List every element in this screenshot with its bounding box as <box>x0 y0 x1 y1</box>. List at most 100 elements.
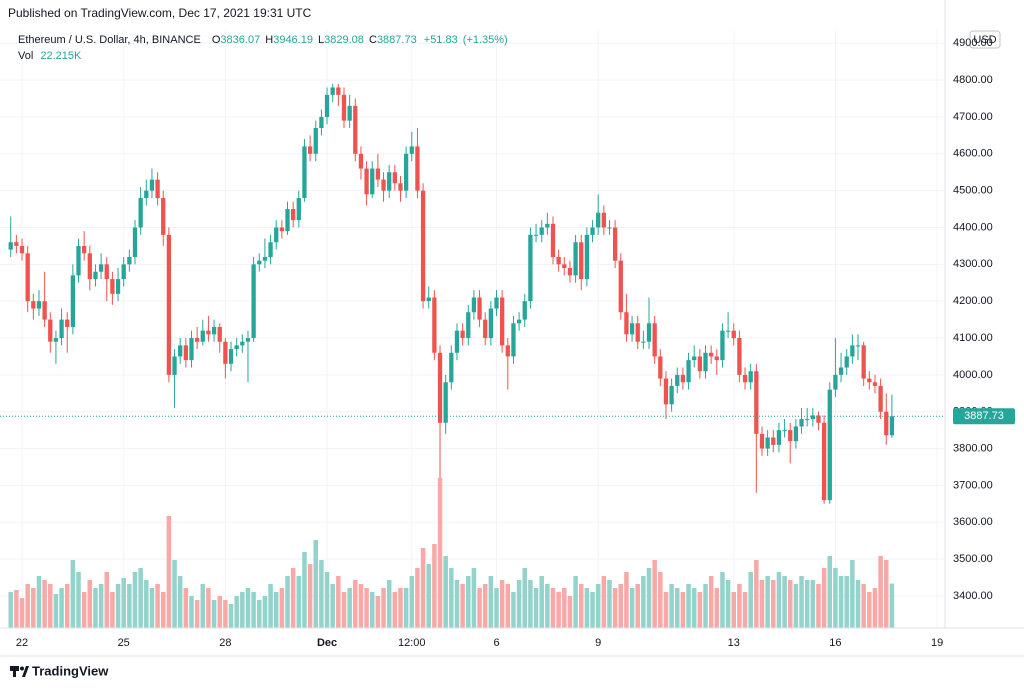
volume-bar <box>70 560 76 628</box>
candle-body <box>274 227 279 243</box>
y-tick-label: 4800.00 <box>953 74 993 86</box>
volume-bar <box>663 592 669 628</box>
volume-bar <box>415 568 420 628</box>
volume-bar <box>855 580 861 628</box>
published-note: Published on TradingView.com, Dec 17, 20… <box>8 6 312 20</box>
volume-bar <box>364 588 369 628</box>
volume-bar <box>353 580 358 628</box>
volume-bar <box>81 592 87 628</box>
candle-body <box>398 183 403 191</box>
volume-bar <box>516 580 522 628</box>
candle-body <box>59 319 64 339</box>
volume-bar <box>290 568 296 628</box>
candle-body <box>155 179 160 199</box>
volume-bar <box>748 572 753 628</box>
candle-body <box>641 341 646 343</box>
volume-bar <box>499 580 505 628</box>
volume-bar <box>652 560 657 628</box>
volume-bar <box>437 478 443 628</box>
candle-body <box>403 153 409 191</box>
candle-body <box>437 352 443 423</box>
candle-body <box>516 319 522 324</box>
volume-bar <box>697 592 703 628</box>
volume-bar <box>381 588 386 628</box>
x-tick-label: 19 <box>931 637 943 649</box>
volume-bar <box>217 596 222 628</box>
volume-bar <box>64 584 70 628</box>
candle-body <box>307 146 313 154</box>
volume-bar <box>144 580 149 628</box>
candle-body <box>850 345 855 357</box>
currency-box[interactable] <box>969 30 1001 49</box>
candle-body <box>709 352 714 357</box>
candle-body <box>652 323 657 357</box>
volume-bar <box>658 572 663 628</box>
candle-body <box>821 422 827 501</box>
volume-bar <box>285 576 290 628</box>
volume-bar <box>680 592 686 628</box>
volume-name: Vol <box>18 50 33 62</box>
candle-body <box>138 198 143 228</box>
candle-body <box>53 338 59 342</box>
volume-bar <box>336 576 341 628</box>
volume-bar <box>115 584 121 628</box>
candle-body <box>336 87 341 95</box>
candle-body <box>121 264 126 280</box>
candle-body <box>884 411 889 436</box>
candle-body <box>618 260 623 313</box>
change-value: +51.83 <box>424 34 458 46</box>
x-tick-label: 16 <box>829 637 841 649</box>
candle-body <box>98 264 104 272</box>
candle-body <box>291 209 296 221</box>
candle-body <box>262 256 268 261</box>
candle-body <box>635 323 640 342</box>
volume-bar <box>432 544 437 628</box>
y-tick-label: 4900.00 <box>953 37 993 49</box>
volume-bar <box>273 592 279 628</box>
volume-bar <box>471 568 477 628</box>
candle-body <box>420 190 426 302</box>
candle-body <box>65 319 70 327</box>
volume-bar <box>19 598 25 628</box>
candle-body <box>573 242 578 276</box>
candle-body <box>296 198 301 221</box>
candle-body <box>556 256 561 265</box>
volume-bar <box>533 588 539 628</box>
candle-body <box>387 172 392 191</box>
volume-bar <box>460 584 465 628</box>
candle-body <box>545 223 550 228</box>
volume-bar <box>313 540 319 628</box>
volume-bar <box>206 588 211 628</box>
y-tick-label: 3800.00 <box>953 442 993 454</box>
volume-bar <box>172 560 177 628</box>
volume-bar <box>330 584 335 628</box>
volume-bar <box>703 584 708 628</box>
candle-body <box>754 371 759 434</box>
candle-body <box>483 319 488 339</box>
volume-bar <box>550 588 556 628</box>
candle-body <box>183 345 188 361</box>
ohlc-label: L <box>318 34 324 46</box>
candle-body <box>827 389 832 501</box>
candle-body <box>330 87 335 95</box>
candle-body <box>742 374 748 383</box>
tradingview-logo[interactable]: TradingView <box>10 663 109 678</box>
candle-body <box>562 264 567 269</box>
volume-bar <box>821 568 827 628</box>
candle-body <box>144 190 149 199</box>
candle-body <box>70 275 76 327</box>
candle-body <box>505 345 510 357</box>
candle-body <box>833 374 838 390</box>
volume-bar <box>776 572 782 628</box>
volume-bar <box>720 572 725 628</box>
candle-body <box>341 94 347 121</box>
y-tick-label: 4200.00 <box>953 295 993 307</box>
volume-bar <box>731 592 737 628</box>
candle-body <box>200 330 205 342</box>
volume-bar <box>838 576 844 628</box>
y-tick-label: 3400.00 <box>953 590 993 602</box>
candle-body <box>861 345 866 379</box>
volume-bar <box>234 596 239 628</box>
volume-bar <box>183 588 189 628</box>
volume-bar <box>612 588 618 628</box>
